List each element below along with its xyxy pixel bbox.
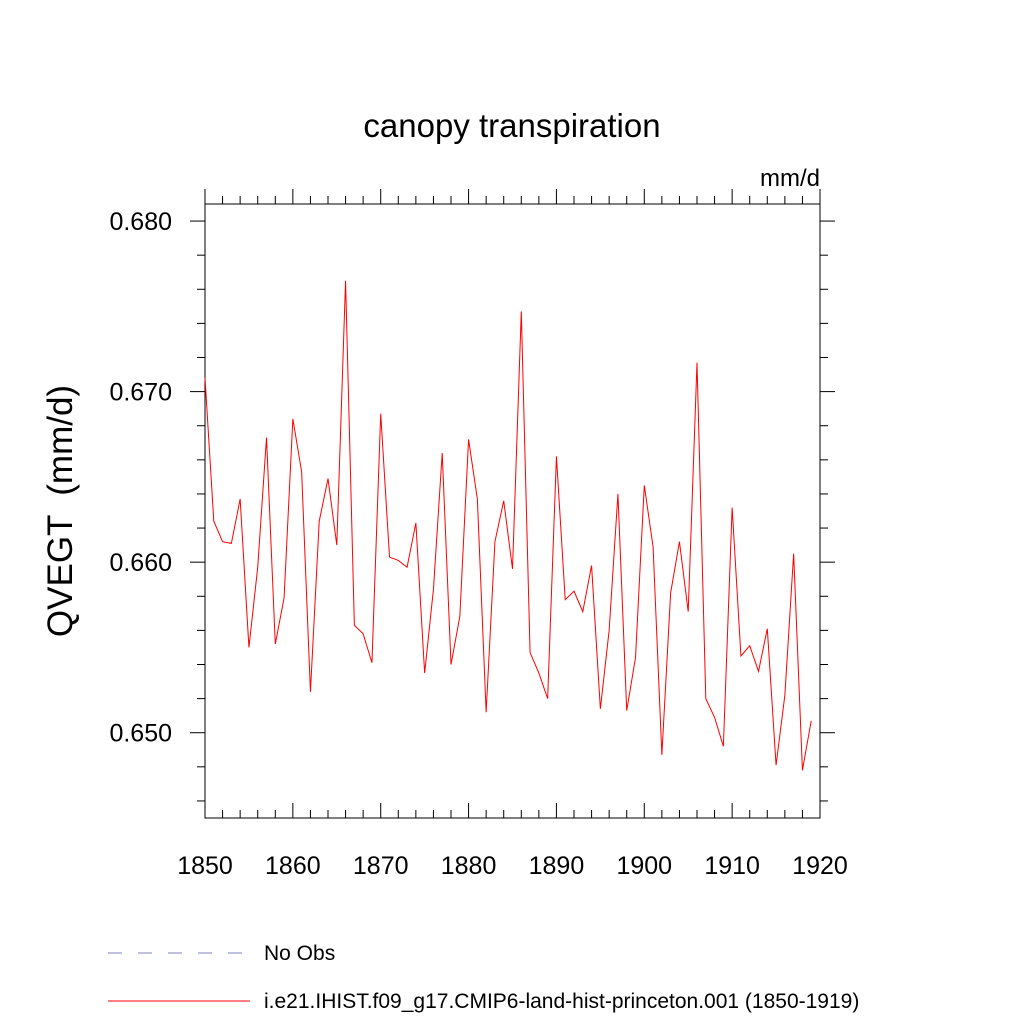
y-axis-label: QVEGT (mm/d) xyxy=(41,385,80,637)
plot-frame xyxy=(204,203,821,819)
x-tick-label: 1910 xyxy=(704,852,760,880)
y-tick-label: 0.670 xyxy=(109,379,172,407)
x-tick-label: 1920 xyxy=(792,852,848,880)
legend-label-model-run: i.e21.IHIST.f09_g17.CMIP6-land-hist-prin… xyxy=(264,990,859,1013)
y-axis-tick-labels: 0.650 0.660 0.670 0.680 xyxy=(109,208,172,748)
legend: No Obs i.e21.IHIST.f09_g17.CMIP6-land-hi… xyxy=(108,942,859,1013)
units-label: mm/d xyxy=(760,165,820,192)
series-layer xyxy=(204,280,812,771)
x-tick-label: 1880 xyxy=(441,852,497,880)
legend-label-no-obs: No Obs xyxy=(264,942,335,965)
y-tick-label: 0.650 xyxy=(109,720,172,748)
series-line xyxy=(204,280,812,771)
chart-title: canopy transpiration xyxy=(363,107,660,144)
y-tick-label: 0.660 xyxy=(109,549,172,577)
x-axis-tick-labels: 1850 1860 1870 1880 1890 1900 1910 1920 xyxy=(177,852,848,880)
x-tick-label: 1850 xyxy=(177,852,233,880)
x-tick-label: 1900 xyxy=(616,852,672,880)
x-tick-label: 1860 xyxy=(265,852,321,880)
x-tick-label: 1870 xyxy=(353,852,409,880)
y-tick-label: 0.680 xyxy=(109,208,172,236)
axis-ticks xyxy=(190,189,835,818)
x-tick-label: 1890 xyxy=(529,852,585,880)
